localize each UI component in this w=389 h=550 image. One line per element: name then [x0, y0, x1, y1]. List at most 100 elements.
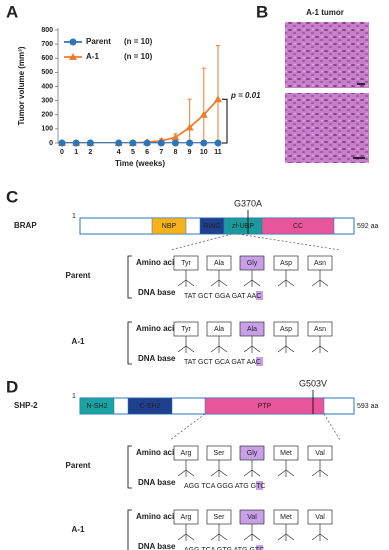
mutation-highlight [256, 481, 263, 490]
protein-start: 1 [72, 213, 76, 220]
domain [79, 397, 115, 415]
mutation-highlight [256, 545, 263, 550]
group-bracket [127, 255, 132, 299]
x-tick-label: 11 [214, 149, 222, 156]
codon-stem [210, 524, 228, 541]
group-bracket [127, 321, 132, 365]
dna-sequence: AGG TCA GGG ATG GTC [184, 483, 265, 490]
y-tick-label: 300 [41, 97, 53, 104]
marker [58, 139, 66, 147]
mutation-label: G503V [299, 378, 327, 388]
panel-label: D [6, 377, 18, 396]
amino-acid: Met [280, 514, 292, 521]
marker [115, 139, 123, 147]
marker [214, 139, 222, 147]
legend-note: (n = 10) [124, 52, 153, 61]
group-bracket [127, 445, 132, 489]
x-tick-label: 1 [74, 149, 78, 156]
protein-name: SHP-2 [14, 401, 38, 410]
amino-acid: Ser [214, 450, 226, 457]
amino-acid: Gly [247, 450, 258, 457]
marker [199, 110, 208, 118]
codon-stem [177, 270, 195, 287]
x-tick-label: 8 [174, 149, 178, 156]
amino-acid: Met [280, 450, 292, 457]
dna-sequence: TAT GCT GGA GAT AAC [184, 293, 261, 300]
mutation-label: G370A [234, 198, 262, 208]
codon-stem [210, 336, 228, 353]
group-name: A-1 [72, 525, 85, 534]
domain-label: NBP [162, 223, 177, 230]
codon-stem [177, 460, 195, 477]
codon-stem [210, 270, 228, 287]
y-tick-label: 600 [41, 55, 53, 62]
marker [171, 139, 179, 147]
amino-acid: Asn [314, 260, 326, 267]
y-tick-label: 100 [41, 126, 53, 133]
amino-acid: Asn [314, 326, 326, 333]
aa-label: Amino acid [136, 512, 179, 521]
domain [204, 397, 325, 415]
y-tick-label: 0 [49, 140, 53, 147]
domain-label: N-SH2 [86, 403, 107, 410]
domain-label: PTP [258, 403, 272, 410]
marker [214, 95, 222, 103]
histology-image [285, 22, 369, 88]
group-bracket [127, 509, 132, 550]
protein-name: BRAP [14, 221, 37, 230]
panel-label: C [6, 187, 18, 206]
significance-bracket [222, 98, 228, 144]
codon-stem [277, 460, 295, 477]
y-tick-label: 400 [41, 83, 53, 90]
y-axis-label: Tumor volume (mm³) [17, 46, 26, 125]
legend-marker [69, 38, 77, 46]
panel-label: A [6, 2, 18, 21]
aa-label: Amino acid [136, 258, 179, 267]
codon-stem [177, 524, 195, 541]
histology-title: A-1 tumor [306, 8, 344, 17]
series-line [62, 98, 219, 143]
amino-acid: Tyr [181, 326, 191, 333]
codon-stem [243, 270, 261, 287]
protein-end: 592 aa [357, 223, 379, 230]
amino-acid: Asp [280, 260, 292, 267]
mutation-highlight [256, 357, 263, 366]
zoom-line [169, 233, 341, 251]
amino-acid: Val [315, 450, 325, 457]
codon-stem [243, 460, 261, 477]
x-tick-label: 6 [145, 149, 149, 156]
aa-label: Amino acid [136, 448, 179, 457]
domain [261, 217, 335, 235]
dna-label: DNA base [138, 478, 176, 487]
domain [151, 217, 187, 235]
marker [171, 133, 180, 141]
codon-stem [277, 524, 295, 541]
codon-stem [311, 336, 329, 353]
marker [72, 139, 80, 147]
domain-label: zf-UBP [232, 223, 255, 230]
codon-stem [311, 270, 329, 287]
amino-acid: Ser [214, 514, 226, 521]
x-tick-label: 9 [188, 149, 192, 156]
legend-label: A-1 [86, 52, 99, 61]
codon-stem [311, 460, 329, 477]
aa-label: Amino acid [136, 324, 179, 333]
x-tick-label: 2 [88, 149, 92, 156]
x-tick-label: 10 [200, 149, 208, 156]
codon-stem [177, 336, 195, 353]
amino-acid: Arg [181, 514, 192, 521]
panel-label: B [256, 2, 268, 21]
group-name: A-1 [72, 337, 85, 346]
y-tick-label: 500 [41, 69, 53, 76]
legend-note: (n = 10) [124, 37, 153, 46]
dna-label: DNA base [138, 542, 176, 550]
amino-acid: Tyr [181, 260, 191, 267]
dna-sequence: AGG TCA GTG ATG GTC [184, 547, 264, 550]
plot [60, 45, 220, 143]
x-tick-label: 7 [159, 149, 163, 156]
zoom-line [169, 413, 341, 441]
marker [143, 139, 151, 147]
marker [86, 139, 94, 147]
amino-acid: Asp [280, 326, 292, 333]
